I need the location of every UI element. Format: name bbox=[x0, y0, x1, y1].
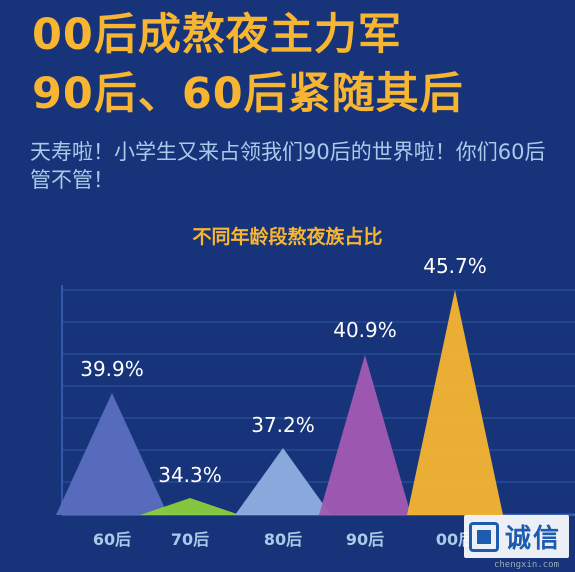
watermark-sub: chengxin.com bbox=[493, 560, 559, 570]
peak-3 bbox=[235, 448, 331, 515]
watermark-logo-icon bbox=[468, 521, 499, 552]
value-label-3: 37.2% bbox=[251, 413, 315, 437]
headline-line-2: 90后、60后紧随其后 bbox=[32, 69, 464, 119]
x-tick-label-4: 90后 bbox=[346, 530, 384, 549]
chart-value-labels: 39.9% 34.3% 37.2% 40.9% 45.7% bbox=[80, 254, 487, 487]
x-tick-label-1: 60后 bbox=[93, 530, 131, 549]
x-tick-label-3: 80后 bbox=[264, 530, 302, 549]
x-tick-label-2: 70后 bbox=[171, 530, 209, 549]
peak-1 bbox=[56, 393, 168, 515]
headline-line-1: 00后成熬夜主力军 bbox=[32, 10, 402, 60]
value-label-4: 40.9% bbox=[333, 318, 397, 342]
peak-5 bbox=[407, 290, 503, 515]
watermark-text: 诚信 bbox=[504, 524, 561, 554]
chart-title: 不同年龄段熬夜族占比 bbox=[192, 226, 383, 248]
peak-4 bbox=[319, 355, 411, 515]
chart-x-tick-labels: 60后 70后 80后 90后 00后 bbox=[93, 530, 474, 549]
chart-peaks bbox=[56, 290, 503, 515]
value-label-5: 45.7% bbox=[423, 254, 487, 278]
value-label-2: 34.3% bbox=[158, 463, 222, 487]
value-label-1: 39.9% bbox=[80, 357, 144, 381]
peak-2 bbox=[140, 498, 240, 515]
subtitle: 天寿啦！小学生又来占领我们90后的世界啦！你们60后管不管！ bbox=[30, 140, 546, 192]
watermark: 诚信 bbox=[463, 515, 569, 558]
